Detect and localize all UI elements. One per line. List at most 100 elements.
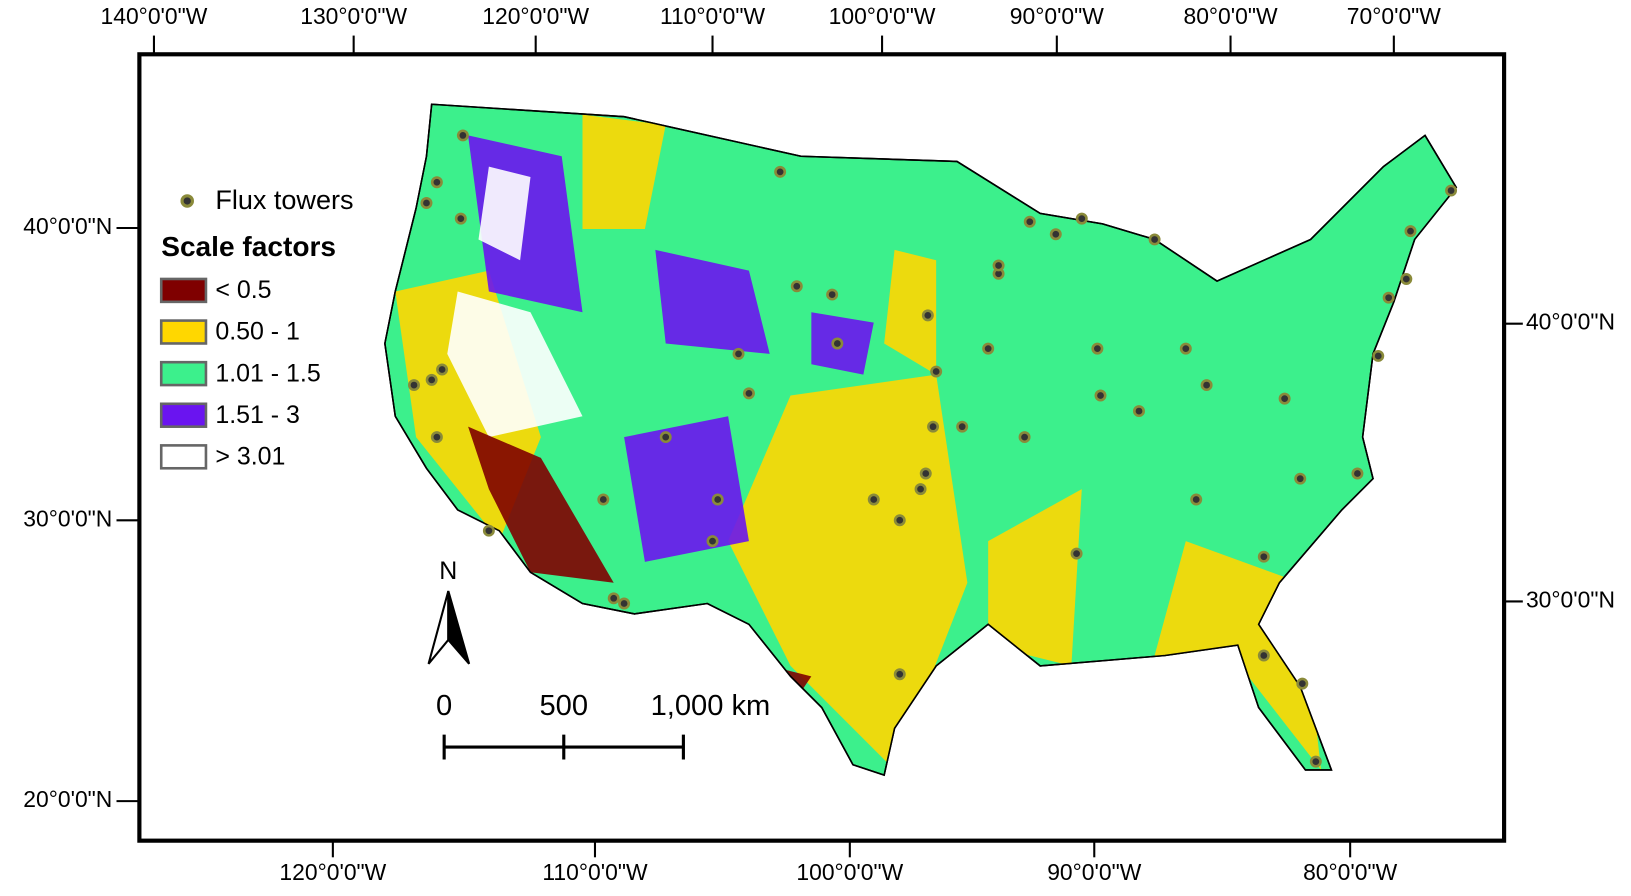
north-label: N [439,557,457,585]
flux-tower [790,280,803,293]
legend-label: < 0.5 [215,276,271,304]
flux-tower [1070,547,1083,560]
flux-tower [711,493,724,506]
flux-tower [1049,228,1062,241]
raster-patch [988,489,1082,666]
flux-tower [992,259,1005,272]
legend-swatch [159,444,208,470]
flux-tower [659,431,672,444]
raster-patch [478,166,531,261]
flux-tower [919,467,932,480]
flux-tower [956,420,969,433]
flux-tower [1075,212,1088,225]
bottom-graticule-label: 110°0'0"W [542,859,648,885]
flux-tower [1200,379,1213,392]
top-graticule-label: 70°0'0"W [1347,3,1442,29]
legend-label: > 3.01 [215,442,285,470]
flux-tower [921,309,934,322]
flux-tower [1351,467,1364,480]
north-arrow-right [447,590,471,665]
flux-tower [1296,677,1309,690]
flux-tower [430,176,443,189]
top-graticule-label: 140°0'0"W [101,3,208,29]
bottom-graticule-label: 100°0'0"W [796,859,903,885]
flux-tower [1257,649,1270,662]
flux-tower [1018,431,1031,444]
flux-tower [618,597,631,610]
legend-label: 1.01 - 1.5 [215,359,320,387]
flux-tower [408,379,420,392]
flux-tower [826,288,839,301]
legend-point-label: Flux towers [215,185,353,215]
conus-border [384,103,1458,777]
flux-tower [1400,272,1413,285]
right-graticule-label: 30°0'0"N [1526,586,1615,612]
legend-swatch [159,277,208,304]
raster-patch [447,291,583,438]
flux-tower [1091,342,1104,355]
legend-swatch [159,402,208,428]
flux-tower [425,373,438,386]
top-graticule-label: 80°0'0"W [1183,3,1278,29]
legend: Flux towers Scale factors < 0.5 0.50 - 1 1… [159,185,354,470]
flux-tower [436,363,449,376]
raster-patch [624,416,749,562]
raster-patch [884,249,937,375]
legend-tower-symbol [180,194,194,208]
top-graticule-label: 130°0'0"W [300,3,407,29]
legend-swatch [159,360,208,387]
flux-tower [1294,472,1307,485]
flux-tower [930,365,943,378]
flux-tower [982,342,995,355]
left-graticule-label: 30°0'0"N [23,505,112,531]
scale-label: 0 [436,690,452,722]
bottom-graticule-label: 90°0'0"W [1047,859,1142,885]
raster-patch [728,374,968,770]
flux-tower [867,493,880,506]
flux-tower [1148,233,1161,246]
flux-tower [1372,349,1385,362]
flux-tower [1190,493,1203,506]
flux-tower [607,592,620,605]
left-graticule-label: 20°0'0"N [23,786,112,812]
flux-tower [420,197,433,210]
scale-bar: 0 500 1,000 km [436,690,770,760]
flux-tower [1404,225,1417,238]
flux-tower [456,129,469,142]
raster-patch [468,426,614,583]
flux-tower [597,493,610,506]
legend-label: 0.50 - 1 [215,318,300,346]
flux-tower [1133,405,1145,418]
flux-tower [774,165,787,178]
flux-tower [893,668,906,681]
north-arrow: N [427,557,471,665]
top-graticule-label: 110°0'0"W [660,3,766,29]
flux-tower [1309,755,1322,768]
flux-tower [1179,342,1192,355]
top-graticule-label: 120°0'0"W [482,3,589,29]
raster-patch [582,114,666,230]
flux-tower [742,387,755,400]
flux-tower [893,514,906,527]
map-frame [137,52,1507,843]
flux-tower [831,337,844,350]
raster-patch [655,249,770,354]
flux-tower [732,347,745,360]
top-graticule-label: 90°0'0"W [1010,3,1105,29]
top-graticule-label: 100°0'0"W [829,3,936,29]
flux-tower [482,524,495,537]
flux-tower [1445,184,1458,197]
flux-tower [706,535,719,548]
legend-title: Scale factors [161,231,336,262]
legend-swatch [159,319,208,345]
flux-tower [1257,550,1270,563]
flux-tower [454,212,467,225]
bottom-graticule-label: 80°0'0"W [1303,859,1398,885]
scale-bar-line [442,734,685,760]
flux-tower [927,420,940,433]
flux-tower [430,431,443,444]
flux-tower [1023,215,1036,228]
flux-tower [1382,291,1395,304]
scale-label: 500 [539,690,588,722]
